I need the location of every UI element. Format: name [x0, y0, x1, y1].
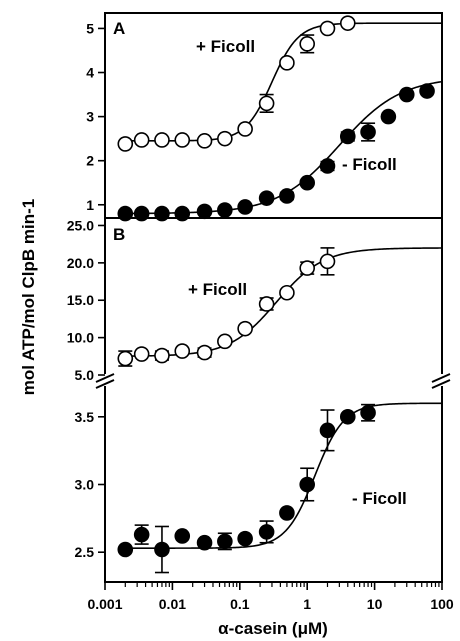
panel-a-plus-ficoll-fit-line	[123, 22, 442, 142]
panel-b-minus-ficoll-point	[237, 530, 253, 547]
panel-a-y-tick-label: 2	[86, 153, 94, 169]
panel-b-upper-y-tick-label: 25.0	[67, 217, 94, 233]
panel-b-label: B	[113, 225, 125, 244]
axis-break-mark	[95, 373, 452, 389]
panel-a-minus-ficoll-point	[237, 199, 253, 215]
panel-b-plus-ficoll-point	[117, 350, 134, 367]
panel-a-plus-ficoll-point	[258, 95, 275, 112]
panel-a-plus-ficoll-point	[319, 20, 336, 37]
panel-b-plus-ficoll-point	[319, 253, 336, 270]
panel-a-minus-ficoll-point	[398, 86, 415, 103]
panel-b-minus-ficoll-point	[360, 404, 376, 421]
panel-b-frame	[104, 217, 443, 583]
panel-b-minus-ficoll-label: - Ficoll	[352, 489, 407, 508]
panel-b-plus-ficoll-point	[279, 284, 295, 301]
panel-a-minus-ficoll-point	[196, 203, 213, 220]
panel-b-upper-y-tick-label: 5.0	[75, 367, 95, 383]
panel-a-y-tick-label: 1	[86, 197, 94, 213]
panel-b-plus-ficoll-point	[133, 346, 150, 362]
x-tick-label: 0.1	[230, 596, 250, 612]
panel-b-lower-y-tick-label: 2.5	[75, 544, 95, 560]
x-tick-label: 100	[430, 596, 454, 612]
panel-a-plus-ficoll-label: + Ficoll	[196, 37, 255, 56]
panel-b-minus-ficoll-fit-line	[123, 402, 443, 549]
panel-a-y-tick-label: 5	[86, 20, 94, 36]
panel-b-minus-ficoll-point	[339, 408, 356, 425]
panel-a-plus-ficoll-point	[196, 133, 213, 149]
panel-b-upper-y-tick-label: 15.0	[67, 292, 94, 308]
panel-b-lower-y-tick-label: 3.0	[75, 477, 95, 493]
panel-b-minus-ficoll-point	[196, 534, 213, 551]
panel-b-minus-ficoll-point	[154, 541, 170, 558]
panel-b-minus-ficoll-point	[319, 422, 336, 439]
panel-b-minus-ficoll-point	[133, 526, 150, 543]
panel-a-minus-ficoll-point	[360, 124, 376, 140]
panel-b-plus-ficoll-point	[174, 343, 191, 359]
x-tick-label: 1	[303, 596, 311, 612]
panel-b-minus-ficoll-point	[217, 533, 233, 550]
panel-a-minus-ficoll-point	[419, 83, 435, 99]
panel-b-lower-y-tick-label: 3.5	[75, 409, 95, 425]
panel-a-plus-ficoll-point	[133, 132, 150, 148]
panel-b-minus-ficoll-point	[258, 524, 275, 540]
panel-a-minus-ficoll-point	[339, 128, 356, 145]
panel-b-plus-ficoll-point	[299, 260, 316, 276]
panel-b-minus-ficoll-point	[117, 541, 134, 558]
panel-b-upper-y-tick-label: 10.0	[67, 330, 94, 346]
panel-b-plus-ficoll-label: + Ficoll	[188, 280, 247, 299]
panel-a-minus-ficoll-label: - Ficoll	[342, 155, 397, 174]
x-axis-title: α-casein (μM)	[218, 619, 328, 638]
panel-a-minus-ficoll-point	[319, 158, 336, 174]
panel-b-plus-ficoll-point	[258, 296, 275, 312]
panel-a-plus-ficoll-point	[279, 55, 295, 71]
panel-b-plus-ficoll-point	[217, 333, 233, 350]
panel-a-plus-ficoll-point	[339, 15, 356, 31]
panel-b-minus-ficoll-point	[279, 505, 295, 521]
panel-a-y-tick-label: 3	[86, 109, 94, 125]
panel-a-minus-ficoll-point	[380, 108, 397, 125]
panel-a-minus-ficoll-point	[279, 188, 295, 204]
panel-a-plus-ficoll-point	[237, 121, 253, 137]
x-tick-label: 0.001	[87, 596, 122, 612]
panel-a-minus-ficoll-point	[258, 190, 275, 206]
panel-a-minus-ficoll-point	[154, 205, 170, 222]
panel-b-upper-y-tick-label: 20.0	[67, 255, 94, 271]
panel-a-label: A	[113, 19, 125, 38]
chart-marks: 1 2 3 4 5 5.0 10.0 15.0 20.0 25.0 2.5 3.0 3.5 0.001 0.…	[67, 15, 454, 612]
panel-a-plus-ficoll-point	[174, 132, 191, 148]
panel-a-plus-ficoll-point	[154, 132, 170, 148]
panel-b-minus-ficoll-point	[174, 528, 191, 544]
y-axis-title: mol ATP/mol ClpB min-1	[19, 199, 38, 395]
panel-b-plus-ficoll-point	[196, 344, 213, 361]
x-tick-label: 0.01	[159, 596, 186, 612]
panel-a-minus-ficoll-point	[117, 205, 134, 222]
panel-b-plus-ficoll-point	[154, 347, 170, 364]
panel-b-plus-ficoll-point	[237, 320, 253, 337]
panel-a-minus-ficoll-point	[133, 205, 150, 222]
panel-a-minus-ficoll-point	[217, 202, 233, 218]
panel-a-minus-ficoll-point	[299, 174, 316, 191]
panel-b-minus-ficoll-point	[299, 476, 316, 493]
panel-b-plus-ficoll-fit-line	[123, 247, 442, 357]
panel-a-plus-ficoll-point	[299, 36, 316, 52]
panel-a-plus-ficoll-point	[117, 136, 134, 152]
panel-a-y-tick-label: 4	[86, 65, 94, 81]
panel-a-minus-ficoll-point	[174, 205, 191, 222]
panel-a-plus-ficoll-point	[217, 130, 233, 147]
x-tick-label: 10	[367, 596, 383, 612]
